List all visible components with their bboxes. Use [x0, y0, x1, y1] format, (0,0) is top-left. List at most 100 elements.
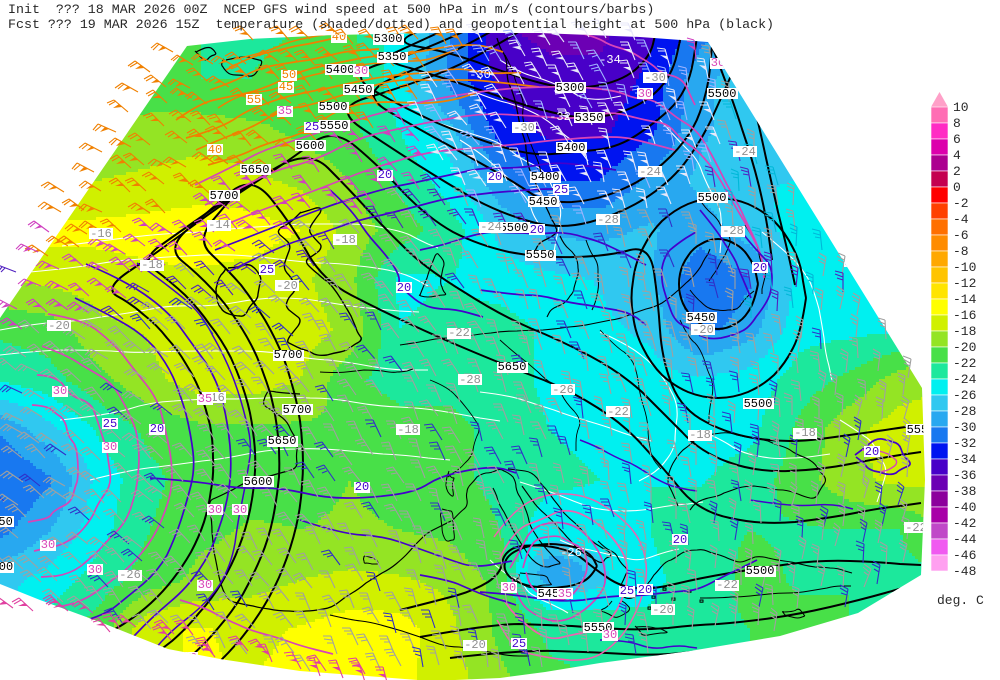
svg-text:-30: -30: [469, 68, 491, 82]
svg-text:20: 20: [753, 261, 767, 275]
svg-text:5300: 5300: [374, 32, 403, 46]
svg-text:-18: -18: [689, 428, 711, 442]
svg-text:5500: 5500: [746, 564, 775, 578]
svg-text:20: 20: [673, 533, 687, 547]
svg-text:30: 30: [41, 538, 55, 552]
svg-text:-2: -2: [953, 196, 969, 211]
svg-text:350: 350: [0, 515, 13, 529]
svg-text:-16: -16: [90, 227, 112, 241]
svg-text:30: 30: [233, 503, 247, 517]
svg-text:-30: -30: [953, 420, 976, 435]
svg-text:35: 35: [558, 587, 572, 601]
svg-text:30: 30: [603, 628, 617, 642]
svg-text:30: 30: [638, 87, 652, 101]
svg-text:5500: 5500: [708, 87, 737, 101]
svg-text:5700: 5700: [274, 348, 303, 362]
svg-text:-14: -14: [953, 292, 977, 307]
svg-text:30: 30: [198, 578, 212, 592]
svg-text:-22: -22: [905, 521, 927, 535]
svg-text:-48: -48: [953, 564, 976, 579]
svg-text:-26: -26: [809, 123, 831, 137]
svg-text:5650: 5650: [498, 360, 527, 374]
svg-text:-26: -26: [953, 388, 976, 403]
svg-text:25: 25: [554, 183, 568, 197]
svg-text:-28: -28: [722, 224, 744, 238]
svg-text:deg. C: deg. C: [937, 593, 984, 608]
svg-text:20: 20: [865, 445, 879, 459]
svg-text:5450: 5450: [687, 311, 716, 325]
svg-text:-22: -22: [716, 578, 738, 592]
svg-text:-34: -34: [953, 452, 977, 467]
svg-text:2: 2: [953, 164, 961, 179]
svg-text:5550: 5550: [907, 423, 936, 437]
svg-text:20: 20: [397, 281, 411, 295]
svg-text:25: 25: [103, 417, 117, 431]
svg-text:50: 50: [282, 68, 296, 82]
svg-text:5400: 5400: [531, 170, 560, 184]
svg-text:5600: 5600: [244, 475, 273, 489]
svg-text:-20: -20: [692, 323, 714, 337]
svg-text:-24: -24: [639, 165, 661, 179]
svg-text:-28: -28: [459, 373, 481, 387]
svg-text:5550: 5550: [320, 119, 349, 133]
svg-text:5650: 5650: [241, 163, 270, 177]
svg-text:-6: -6: [953, 228, 969, 243]
svg-text:0: 0: [953, 180, 961, 195]
svg-text:5650: 5650: [268, 434, 297, 448]
svg-text:20: 20: [355, 480, 369, 494]
svg-text:-20: -20: [276, 279, 298, 293]
svg-text:35: 35: [198, 392, 212, 406]
svg-text:-26: -26: [119, 568, 141, 582]
svg-text:8: 8: [953, 116, 961, 131]
svg-text:20: 20: [530, 223, 544, 237]
svg-text:5450: 5450: [529, 195, 558, 209]
svg-text:5400: 5400: [326, 63, 355, 77]
svg-text:5350: 5350: [378, 50, 407, 64]
svg-text:55: 55: [247, 93, 261, 107]
svg-text:-28: -28: [597, 213, 619, 227]
svg-text:-4: -4: [953, 212, 969, 227]
svg-text:25: 25: [260, 263, 274, 277]
svg-text:20: 20: [378, 168, 392, 182]
svg-text:-20: -20: [464, 638, 486, 652]
svg-text:30: 30: [208, 503, 222, 517]
svg-text:-18: -18: [397, 423, 419, 437]
svg-text:40: 40: [332, 30, 346, 44]
svg-text:-18: -18: [141, 258, 163, 272]
svg-text:5500: 5500: [744, 397, 773, 411]
svg-text:40: 40: [208, 143, 222, 157]
svg-text:30: 30: [103, 440, 117, 454]
svg-text:25: 25: [845, 255, 859, 269]
svg-text:5350: 5350: [575, 111, 604, 125]
svg-text:45: 45: [279, 80, 293, 94]
svg-text:-22: -22: [953, 356, 976, 371]
svg-text:30: 30: [502, 581, 516, 595]
svg-text:-36: -36: [953, 468, 976, 483]
svg-text:25: 25: [620, 584, 634, 598]
svg-text:-26: -26: [552, 383, 574, 397]
svg-text:-22: -22: [448, 326, 470, 340]
svg-text:-38: -38: [953, 484, 976, 499]
svg-text:30: 30: [53, 384, 67, 398]
svg-text:25: 25: [512, 637, 526, 651]
svg-text:20: 20: [488, 170, 502, 184]
svg-text:-24: -24: [734, 145, 756, 159]
svg-text:5450: 5450: [344, 83, 373, 97]
svg-text:-40: -40: [953, 500, 976, 515]
svg-text:-20: -20: [48, 319, 70, 333]
svg-text:5500: 5500: [319, 100, 348, 114]
svg-text:-32: -32: [953, 436, 976, 451]
svg-text:-14: -14: [208, 218, 230, 232]
svg-text:-20: -20: [652, 603, 674, 617]
svg-text:-12: -12: [953, 276, 976, 291]
svg-text:-18: -18: [953, 324, 976, 339]
svg-text:5500: 5500: [698, 191, 727, 205]
svg-text:5300: 5300: [556, 81, 585, 95]
svg-text:-46: -46: [953, 548, 976, 563]
svg-text:30: 30: [711, 56, 725, 70]
svg-text:-8: -8: [953, 244, 969, 259]
svg-text:-20: -20: [953, 340, 976, 355]
svg-text:5550: 5550: [526, 248, 555, 262]
svg-text:-16: -16: [953, 308, 976, 323]
svg-text:00: 00: [0, 560, 13, 574]
